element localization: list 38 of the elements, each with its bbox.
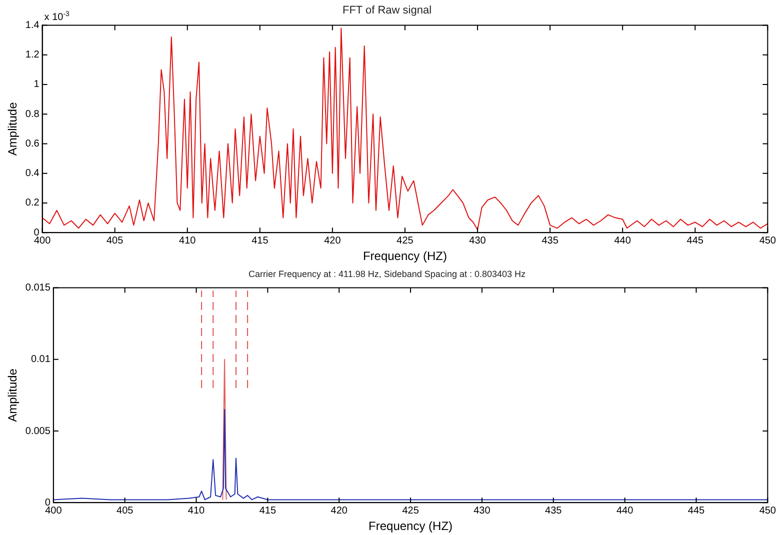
x-tick-label: 425 (396, 235, 414, 246)
x-tick-label: 425 (402, 505, 420, 516)
x-tick-label: 400 (45, 505, 62, 516)
chart-title: FFT of Raw signal (342, 4, 432, 17)
y-tick-label: 0.005 (25, 426, 51, 437)
x-tick-label: 415 (259, 505, 276, 516)
x-tick-label: 445 (686, 235, 704, 246)
y-tick-label: 1 (34, 79, 40, 90)
y-tick-label: 0.01 (30, 354, 51, 366)
x-tick-label: 405 (106, 235, 124, 246)
y-axis-title: Amplitude (6, 102, 20, 156)
x-tick-label: 440 (614, 235, 632, 246)
x-tick-label: 450 (759, 505, 776, 516)
x-tick-label: 410 (188, 505, 206, 516)
y-tick-label: 0.8 (25, 108, 40, 120)
y-tick-label: 1.2 (25, 50, 40, 61)
y-axis-title: Amplitude (6, 368, 20, 422)
y-tick-label: 0.2 (25, 198, 40, 209)
x-tick-label: 445 (688, 505, 706, 516)
chart-title: Carrier Frequency at : 411.98 Hz, Sideband Spacing at : 0.803403 Hz (248, 268, 526, 279)
x-tick-label: 410 (179, 235, 196, 246)
x-tick-label: 435 (542, 235, 559, 246)
y-tick-label: 0.015 (25, 282, 51, 294)
x-tick-label: 420 (330, 505, 348, 516)
x-tick-label: 450 (759, 235, 776, 246)
y-tick-label: 0.4 (25, 168, 40, 180)
x-axis-title: Frequency (HZ) (362, 249, 447, 264)
x-tick-label: 440 (616, 505, 634, 516)
y-tick-label: 0.6 (25, 138, 40, 150)
x-tick-label: 415 (252, 235, 269, 246)
x-tick-label: 430 (474, 505, 491, 516)
x-axis-title: Frequency (HZ) (368, 519, 453, 534)
x-tick-label: 420 (324, 235, 342, 246)
x-tick-label: 430 (469, 235, 486, 246)
x-tick-label: 405 (116, 505, 134, 516)
y-tick-label: 1.4 (25, 20, 40, 31)
x-tick-label: 400 (34, 235, 52, 246)
x-tick-label: 435 (545, 505, 562, 516)
